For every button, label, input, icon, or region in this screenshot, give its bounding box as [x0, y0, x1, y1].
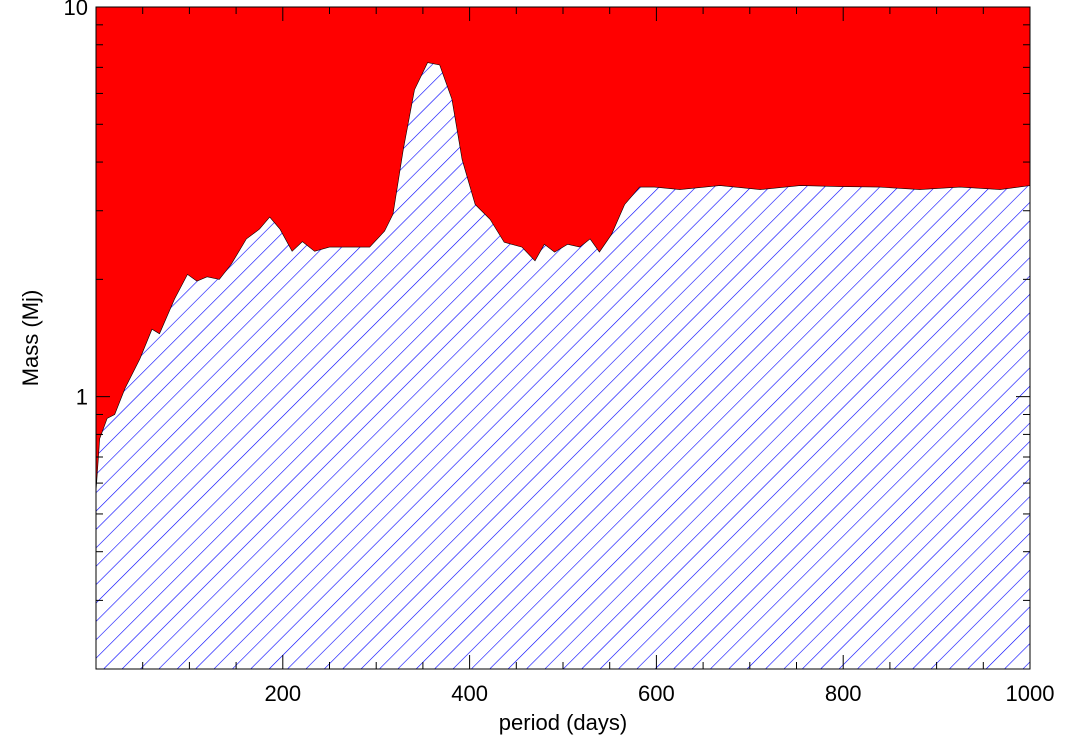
area [95, 62, 1031, 670]
y-tick-label: 1 [76, 384, 88, 409]
x-tick-label: 600 [638, 681, 675, 706]
x-tick-label: 400 [451, 681, 488, 706]
x-tick-label: 200 [264, 681, 301, 706]
y-axis-label: Mass (Mj) [18, 290, 43, 387]
y-tick-label: 10 [64, 0, 88, 20]
x-tick-label: 1000 [1006, 681, 1055, 706]
x-tick-label: 800 [825, 681, 862, 706]
x-axis-label: period (days) [499, 710, 627, 735]
